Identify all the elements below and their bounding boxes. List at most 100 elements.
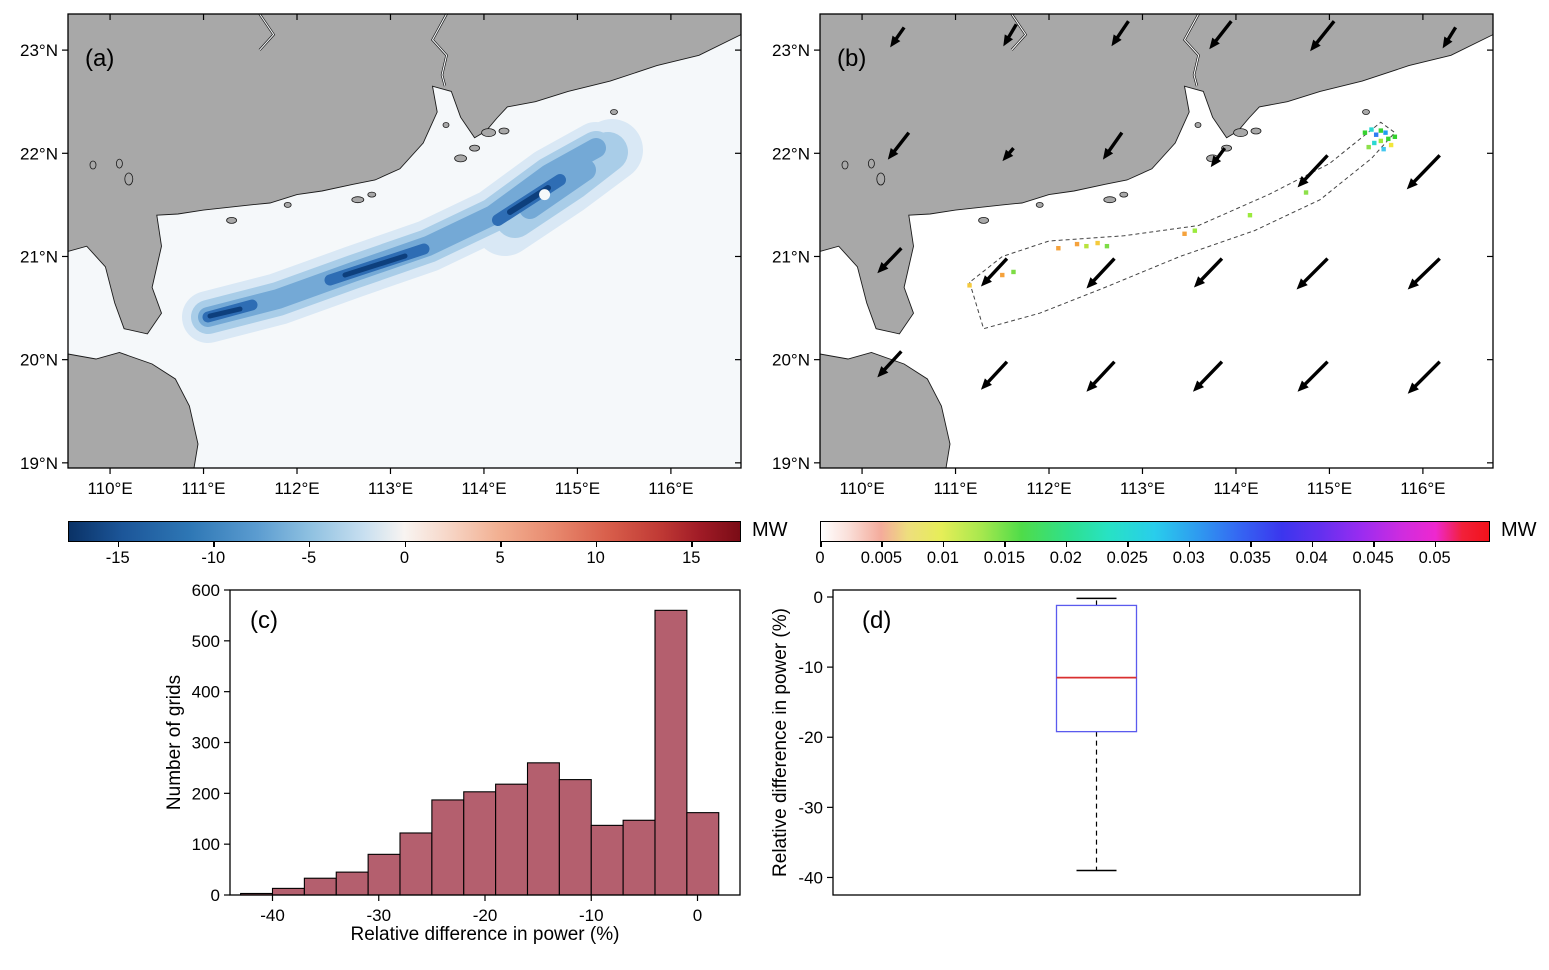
- wind-arrow-shaft: [882, 247, 903, 268]
- lon-tick-label: 113°E: [368, 479, 413, 498]
- histogram-xlabel: Relative difference in power (%): [351, 924, 620, 945]
- hist-y-tick-label: 600: [192, 581, 220, 600]
- hist-y-tick-label: 400: [192, 683, 220, 702]
- lon-tick-label: 113°E: [1120, 479, 1165, 498]
- wind-arrow-head: [1297, 176, 1309, 188]
- grid-cell: [1084, 243, 1089, 249]
- river: [431, 13, 448, 87]
- lon-tick-label: 114°E: [1213, 479, 1258, 498]
- power-difference-contours: [182, 119, 643, 343]
- island: [481, 128, 497, 138]
- island: [978, 216, 990, 224]
- wind-arrow-shaft: [1213, 20, 1233, 44]
- colorbar-tick: [881, 542, 883, 547]
- panel-c-label: (c): [250, 607, 278, 634]
- lon-tick-label: 114°E: [461, 479, 506, 498]
- grid-cell: [1373, 132, 1379, 137]
- wind-arrow-head: [1297, 380, 1309, 392]
- grid-cell: [1247, 213, 1253, 218]
- box-y-tick-label: -30: [798, 798, 823, 817]
- island: [1194, 122, 1202, 128]
- island: [116, 158, 123, 169]
- island: [610, 109, 618, 115]
- island: [876, 172, 886, 186]
- grid-cell: [1383, 130, 1388, 135]
- wind-arrow-head: [1102, 147, 1114, 160]
- wind-arrow-shaft: [985, 257, 1009, 282]
- hist-y-tick-label: 100: [192, 835, 220, 854]
- wind-arrow-head: [890, 35, 901, 48]
- wind-arrow-head: [877, 366, 889, 378]
- colorbar-tick-label: -10: [201, 549, 226, 567]
- colorbar-a-ticks: -15 -10 -5 0 5 10 15: [68, 541, 741, 575]
- wind-arrow-shaft: [891, 131, 911, 154]
- island: [841, 160, 849, 170]
- grid-cell: [1000, 272, 1005, 278]
- colorbar-tick: [1188, 542, 1191, 547]
- land-mainland: [67, 13, 742, 335]
- colorbar-tick: [500, 542, 502, 547]
- lon-tick-label: 112°E: [274, 479, 319, 498]
- histogram-panel: -40 -30 -20 -10 0 0 100 200 300 400 500 600 (c) Rel…: [164, 581, 741, 945]
- box-y-tick-label: 0: [814, 588, 823, 607]
- map-b-content: 110°E 111°E 112°E 113°E 114°E 115°E 116°E 23°N 2…: [772, 13, 1494, 498]
- power-difference-cells: [967, 127, 1398, 288]
- grid-cell: [1056, 246, 1061, 251]
- wind-arrow-head: [980, 275, 992, 287]
- colorbar-tick-label: 0.015: [983, 549, 1026, 567]
- histogram-bar: [463, 791, 497, 896]
- wind-arrow-shaft: [893, 26, 906, 42]
- land-mainland: [819, 13, 1494, 335]
- histogram-bar: [303, 877, 337, 896]
- grid-cell: [967, 283, 972, 288]
- colorbar-tick-label: 0.035: [1229, 549, 1271, 567]
- histogram-bar: [590, 824, 624, 896]
- boxplot-ylabel: Relative difference in power (%): [770, 608, 791, 877]
- river: [1183, 13, 1200, 87]
- wind-arrow-head: [1003, 34, 1014, 47]
- colorbar-tick: [404, 542, 406, 547]
- river: [259, 13, 275, 51]
- grid-cell: [1388, 142, 1394, 148]
- wind-arrow-head: [1086, 277, 1098, 289]
- colorbar-b: MW 0 0.005 0.01 0.015 0.02 0.025 0.03 0.035 0.04…: [815, 519, 1549, 577]
- histogram-bar: [654, 609, 688, 896]
- island: [1250, 127, 1262, 135]
- colorbar-tick: [691, 542, 693, 547]
- wind-arrow-head: [1002, 149, 1014, 162]
- wind-arrow-shaft: [1197, 360, 1224, 387]
- colorbar-tick-label: 0.025: [1106, 549, 1148, 567]
- wind-vectors: [877, 20, 1458, 394]
- colorbar-tick: [595, 542, 598, 547]
- panel-b-label: (b): [837, 45, 866, 72]
- grid-cell: [1392, 134, 1398, 139]
- colorbar-tick-label: 15: [682, 549, 701, 567]
- island: [124, 172, 134, 186]
- colorbar-tick: [820, 542, 822, 547]
- island: [442, 122, 450, 128]
- wind-arrow-head: [877, 261, 889, 274]
- colorbar-tick: [1373, 542, 1375, 547]
- island: [1103, 196, 1117, 204]
- grid-cell: [1095, 240, 1100, 246]
- wind-arrow-head: [980, 378, 992, 390]
- wind-arrow-shaft: [1301, 257, 1329, 285]
- island: [1233, 128, 1249, 138]
- lat-tick-label: 22°N: [772, 144, 810, 163]
- colorbar-a-unit-label: MW: [752, 519, 788, 541]
- lat-tick-label: 20°N: [20, 351, 58, 370]
- wind-arrow-shaft: [1106, 131, 1124, 154]
- histogram-bar: [399, 832, 433, 896]
- histogram-bar: [271, 887, 305, 896]
- island: [226, 216, 238, 224]
- wind-arrow-head: [1086, 380, 1098, 392]
- map-panel-a: 110°E 111°E 112°E 113°E 114°E 115°E 116°E 23°N 2…: [20, 13, 742, 498]
- lon-tick-label: 110°E: [839, 479, 884, 498]
- lat-tick-label: 21°N: [20, 247, 58, 266]
- wind-arrow-head: [1407, 278, 1419, 290]
- wind-arrow-shaft: [1411, 154, 1441, 185]
- colorbar-tick: [1127, 542, 1129, 547]
- colorbar-b-unit-label: MW: [1501, 519, 1537, 541]
- histogram-bar: [622, 819, 656, 896]
- colorbar-tick: [308, 542, 311, 547]
